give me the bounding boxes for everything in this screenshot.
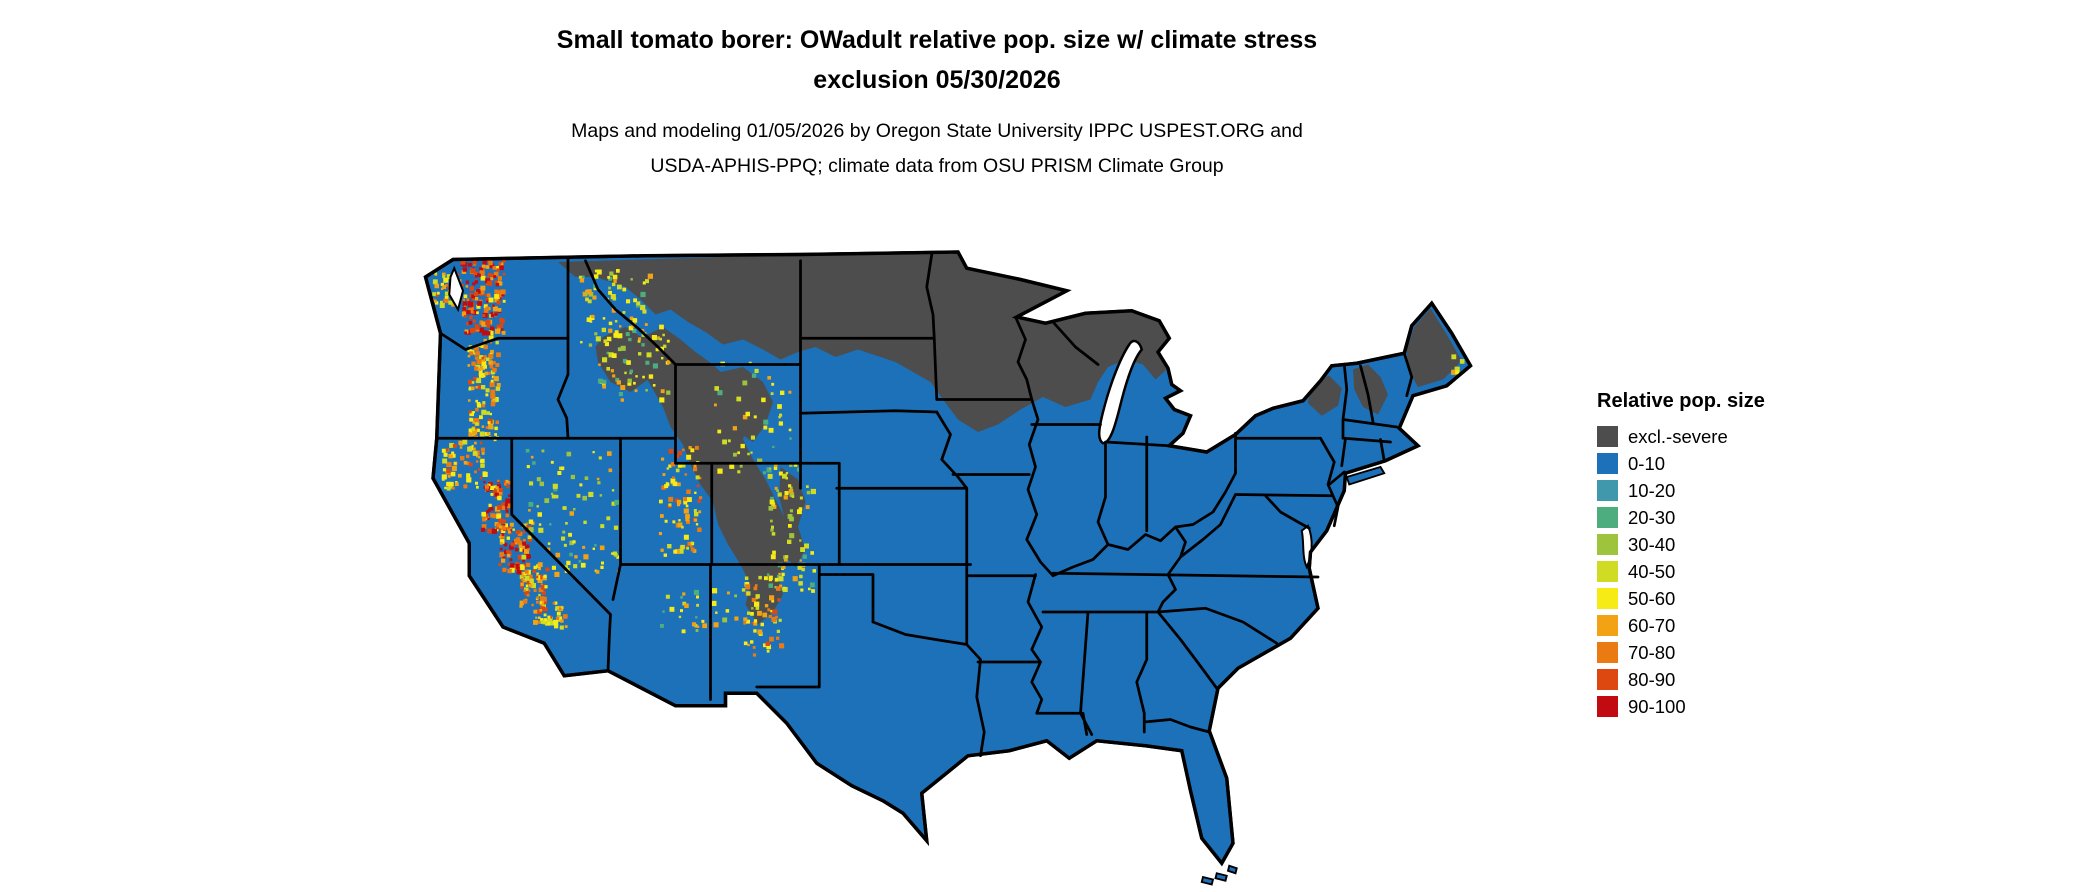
legend: Relative pop. size excl.-severe 0-10 10-20… (1597, 390, 1765, 720)
legend-label: 50-60 (1628, 588, 1676, 609)
subtitle-line-2: USDA-APHIS-PPQ; climate data from OSU PR… (650, 155, 1224, 177)
legend-swatch (1597, 615, 1618, 636)
legend-row: 0-10 (1597, 450, 1765, 477)
exclusion-layer (431, 252, 1470, 657)
legend-swatch (1597, 588, 1618, 609)
legend-swatch (1597, 534, 1618, 555)
state-borders-central (799, 253, 1211, 758)
islands-layer (1200, 465, 1386, 886)
legend-row: 50-60 (1597, 585, 1765, 612)
legend-swatch (1597, 426, 1618, 447)
legend-label: 70-80 (1628, 642, 1676, 663)
exclusion-northern-band (558, 252, 1170, 432)
legend-label: 90-100 (1628, 696, 1686, 717)
legend-row: 70-80 (1597, 639, 1765, 666)
legend-entries: excl.-severe 0-10 10-20 20-30 30-40 40-50 50-6… (1597, 423, 1765, 720)
legend-swatch (1597, 642, 1618, 663)
page-title: Small tomato borer: OWadult relative pop… (337, 20, 1537, 100)
legend-label: 0-10 (1628, 453, 1666, 474)
legend-row: 90-100 (1597, 693, 1765, 720)
legend-swatch (1597, 669, 1618, 690)
legend-label: 60-70 (1628, 615, 1676, 636)
legend-row: 10-20 (1597, 477, 1765, 504)
legend-row: 20-30 (1597, 504, 1765, 531)
exclusion-maine (1406, 308, 1462, 387)
state-borders-west (435, 258, 972, 701)
subtitle-line-1: Maps and modeling 01/05/2026 by Oregon S… (571, 120, 1303, 142)
florida-keys (1200, 864, 1238, 886)
legend-swatch (1597, 561, 1618, 582)
exclusion-bighorn (718, 367, 773, 442)
title-line-2: exclusion 05/30/2026 (813, 66, 1061, 94)
legend-swatch (1597, 453, 1618, 474)
legend-row: 80-90 (1597, 666, 1765, 693)
puget-sound (448, 265, 465, 313)
water-layer (448, 265, 1313, 570)
page-subtitle: Maps and modeling 01/05/2026 by Oregon S… (337, 114, 1537, 184)
header: Small tomato borer: OWadult relative pop… (337, 20, 1537, 184)
legend-row: 30-40 (1597, 531, 1765, 558)
mountain-speckle-layer (431, 257, 1470, 657)
legend-swatch (1597, 696, 1618, 717)
legend-label: 20-30 (1628, 507, 1676, 528)
us-map (423, 250, 1473, 886)
legend-label: excl.-severe (1628, 426, 1728, 447)
exclusion-vt-nh (1353, 364, 1388, 415)
legend-label: 30-40 (1628, 534, 1676, 555)
legend-row: 60-70 (1597, 612, 1765, 639)
long-island (1345, 465, 1386, 486)
legend-label: 10-20 (1628, 480, 1676, 501)
lake-michigan (1098, 339, 1144, 445)
legend-swatch (1597, 480, 1618, 501)
legend-row: 40-50 (1597, 558, 1765, 585)
title-line-1: Small tomato borer: OWadult relative pop… (556, 26, 1318, 54)
state-borders (435, 253, 1414, 758)
legend-row: excl.-severe (1597, 423, 1765, 450)
legend-label: 80-90 (1628, 669, 1676, 690)
legend-title: Relative pop. size (1597, 390, 1765, 412)
legend-label: 40-50 (1628, 561, 1676, 582)
legend-swatch (1597, 507, 1618, 528)
state-borders-east (1051, 351, 1414, 690)
